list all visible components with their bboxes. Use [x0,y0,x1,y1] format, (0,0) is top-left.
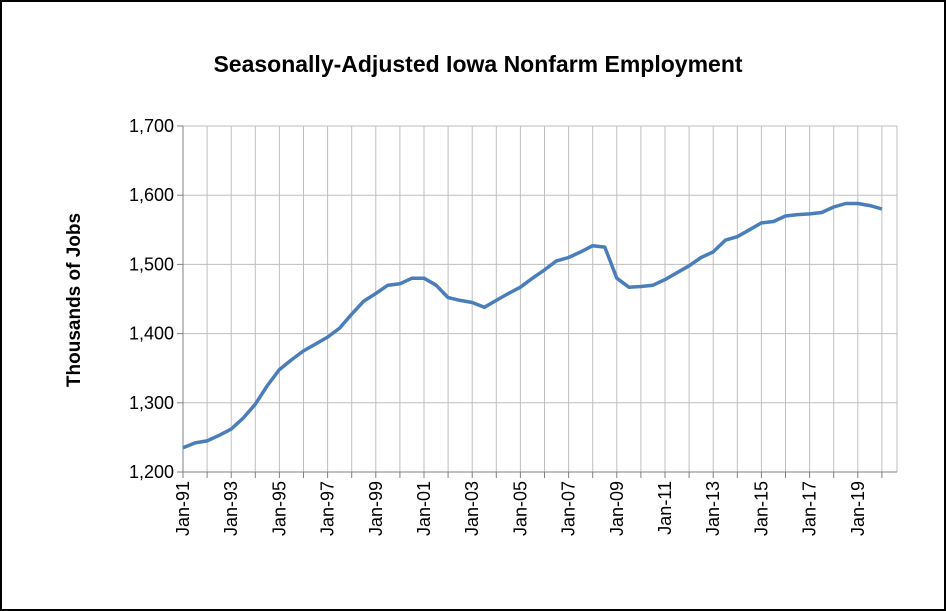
y-tick-label: 1,500 [129,254,174,274]
y-tick-label: 1,700 [129,116,174,136]
x-tick-label: Jan-03 [462,481,482,536]
x-tick-label: Jan-09 [607,481,627,536]
y-tick-label: 1,400 [129,324,174,344]
x-tick-label: Jan-13 [703,481,723,536]
x-tick-label: Jan-05 [510,481,530,536]
x-tick-label: Jan-95 [269,481,289,536]
y-axis-label: Thousands of Jobs [64,213,85,387]
chart-title: Seasonally-Adjusted Iowa Nonfarm Employm… [213,51,742,77]
x-tick-label: Jan-11 [655,481,675,535]
y-tick-label: 1,600 [129,185,174,205]
y-tick-label: 1,300 [129,393,174,413]
x-tick-label: Jan-99 [366,481,386,536]
x-tick-label: Jan-15 [751,481,771,536]
x-tick-label: Jan-93 [221,481,241,536]
x-tick-label: Jan-17 [800,481,820,536]
y-tick-label: 1,200 [129,462,174,482]
x-tick-label: Jan-91 [173,481,193,536]
x-tick-label: Jan-01 [414,481,434,536]
data-line [182,201,883,450]
x-tick-label: Jan-97 [318,481,338,536]
x-tick-label: Jan-19 [848,481,868,536]
x-tick-label: Jan-07 [559,481,579,536]
